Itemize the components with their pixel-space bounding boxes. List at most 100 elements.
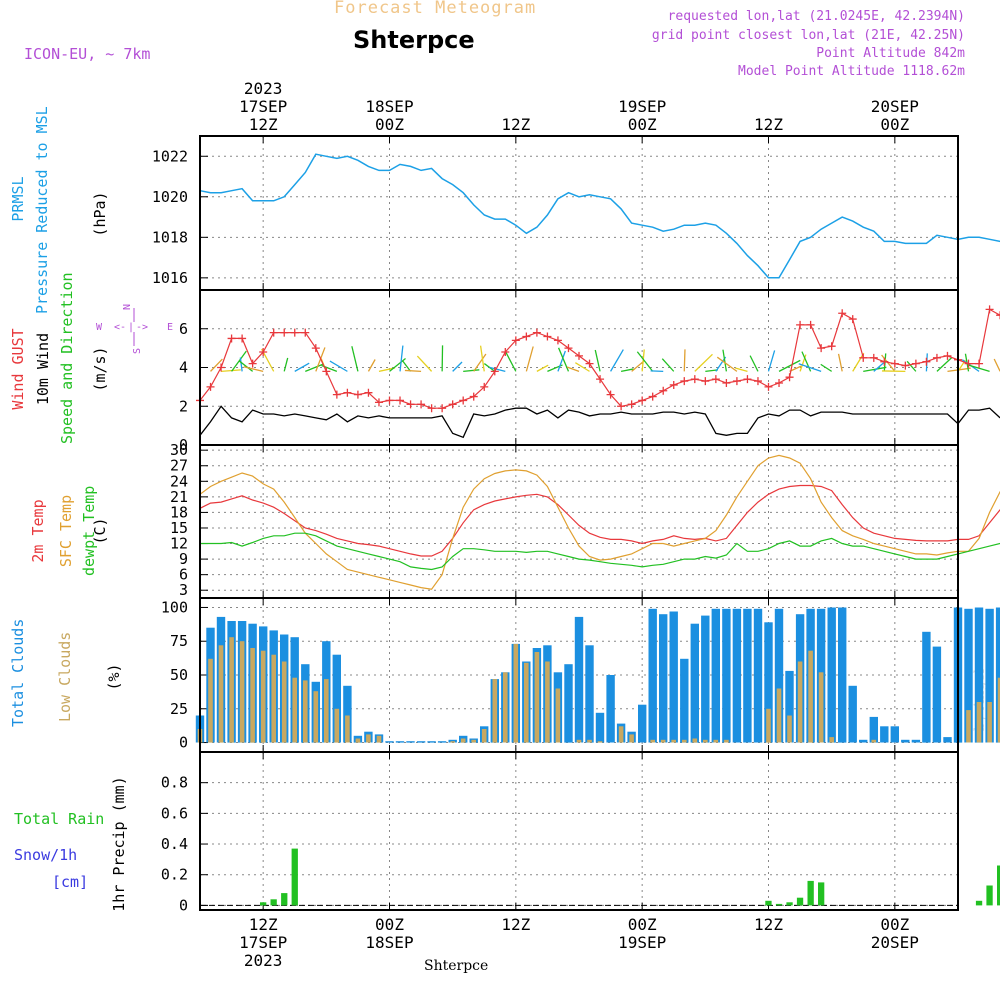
wind-direction-arrow [231, 350, 247, 372]
total-cloud-bar [437, 741, 447, 743]
y-tick-label: 1018 [152, 228, 188, 246]
low-cloud-bar [271, 654, 276, 743]
wind-gust-marker [964, 359, 973, 368]
y-tick-label: 0.8 [161, 774, 188, 792]
low-cloud-bar [703, 739, 708, 743]
total-cloud-bar [964, 608, 973, 743]
wind-gust-marker [332, 390, 341, 399]
total-cloud-bar [753, 608, 763, 743]
snow-unit: [cm] [52, 873, 89, 891]
wind-gust-marker [669, 380, 678, 389]
low-cloud-bar [724, 739, 729, 743]
low-cloud-bar [471, 739, 476, 743]
y-tick-label: 0.2 [161, 866, 188, 884]
low-cloud-bar [787, 715, 792, 743]
low-cloud-bar [618, 726, 624, 743]
total-cloud-bar [595, 712, 605, 743]
total-cloud-bar [743, 608, 752, 743]
wind-gust-marker [438, 404, 447, 413]
total-cloud-bar [774, 608, 784, 743]
low-cloud-bar [597, 741, 603, 743]
y-tick-label: 27 [170, 457, 188, 475]
wind-direction-arrow [210, 358, 223, 372]
time-label-bottom: 17SEP [239, 933, 287, 952]
low-cloud-bar [766, 708, 771, 743]
wind-gust-marker [596, 375, 605, 384]
low-cloud-bar [682, 739, 687, 743]
low-cloud-bar [713, 739, 719, 743]
total-cloud-bar [911, 739, 921, 743]
wind-gust-marker [238, 334, 247, 343]
total-cloud-bar [974, 607, 984, 743]
y-tick-label: 9 [179, 550, 188, 568]
y-tick-label: 6 [179, 320, 188, 338]
time-label-bottom: 00Z [880, 915, 909, 934]
wind-gust-marker [385, 396, 394, 405]
wind-direction-arrow [473, 353, 487, 372]
time-label-bottom: 20SEP [871, 933, 919, 952]
wind-gust-marker [627, 400, 636, 409]
wind-direction-arrow [735, 367, 748, 373]
wind-gust-marker [648, 392, 657, 401]
wind-gust-marker [311, 344, 320, 353]
y-tick-label: 15 [170, 519, 188, 537]
y-tick-label: 75 [170, 632, 188, 650]
wind-direction-arrow [863, 366, 887, 373]
low-cloud-bar [492, 679, 498, 743]
low-cloud-bar [208, 658, 213, 743]
wind-gust-marker [575, 351, 583, 360]
rain-bar [786, 902, 793, 906]
wind-gust-marker [869, 353, 878, 362]
time-label-top: 12Z [754, 115, 783, 134]
wind-gust-marker [943, 351, 952, 360]
time-label-top: 19SEP [618, 97, 666, 116]
wind-gust-marker [417, 400, 426, 409]
wind-direction-arrow [575, 362, 590, 372]
wind-gust-marker [806, 320, 815, 329]
time-label-top: 00Z [880, 115, 909, 134]
rain-bar [775, 903, 783, 906]
low-cloud-bar [218, 645, 224, 743]
wind-direction-arrow [463, 369, 480, 373]
total-cloud-bar [722, 608, 731, 743]
point-altitude: Point Altitude 842m [816, 46, 965, 61]
wind-gust-marker [838, 309, 847, 318]
wind-direction-arrow [705, 369, 718, 373]
wind-gust-marker [975, 359, 984, 368]
wind-direction-arrow [367, 359, 376, 372]
rain-bar [807, 880, 814, 906]
wind-gust-marker [248, 359, 257, 368]
wind-gust-marker [427, 404, 436, 413]
time-label-top: 00Z [375, 115, 404, 134]
time-label-top: 20SEP [871, 97, 919, 116]
total-cloud-bar [406, 741, 415, 743]
total-cloud-bar [890, 726, 899, 743]
grid-coords: grid point closest lon,lat (21E, 42.25N) [651, 28, 965, 43]
total-cloud-bar [669, 611, 678, 743]
svg-text:W: W [96, 322, 103, 333]
low-cloud-bar [692, 738, 698, 743]
wind-gust-marker [690, 375, 699, 384]
wind-direction-arrow [329, 360, 348, 372]
wind-gust-marker [459, 396, 468, 405]
wind-direction-arrow [221, 369, 241, 373]
y-tick-label: 0 [179, 896, 188, 914]
wind-direction-arrow [683, 349, 686, 372]
wind-direction-arrow [837, 353, 843, 372]
wind-gust-marker [269, 328, 278, 337]
model-label: ICON-EU, ~ 7km [24, 45, 151, 63]
wind-gust-marker [638, 396, 647, 405]
total-cloud-bar [711, 608, 720, 743]
rain-bar [765, 900, 772, 906]
low-cloud-bar [776, 688, 782, 743]
wind-gust-marker [480, 382, 489, 391]
low-cloud-bar [481, 729, 487, 743]
low-cloud-bar [324, 679, 329, 743]
wind-gust-marker [532, 328, 541, 337]
total-cloud-bar [395, 741, 405, 743]
wind-gust-marker [406, 400, 415, 409]
low-cloud-bar [808, 650, 813, 743]
wind-gust-line [199, 308, 1000, 409]
total-cloud-bar [985, 608, 994, 743]
wind-gust-marker [722, 379, 731, 387]
